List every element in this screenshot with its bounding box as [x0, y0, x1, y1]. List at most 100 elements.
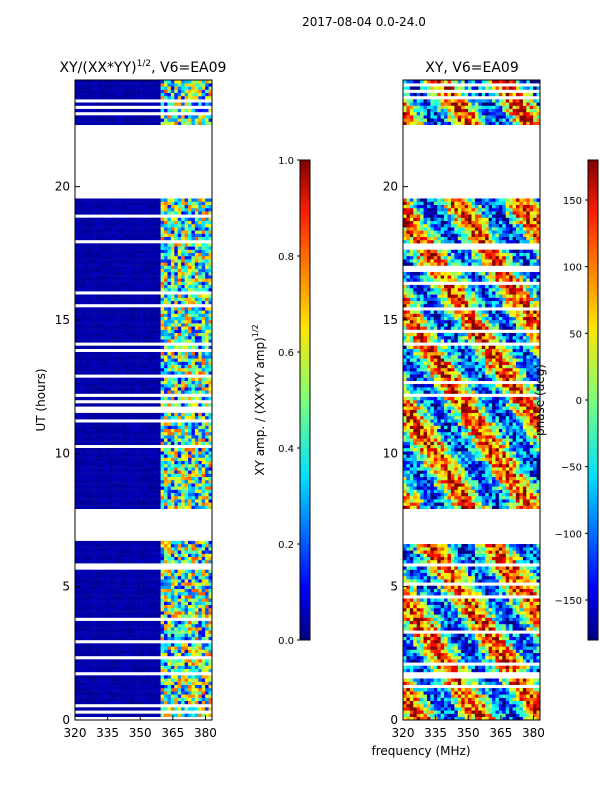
heatmap-cell	[194, 502, 199, 506]
heatmap-cell	[153, 614, 158, 618]
heatmap-cell	[191, 614, 196, 618]
heatmap-cell	[81, 265, 86, 269]
heatmap-row	[75, 252, 213, 257]
heatmap-cell	[85, 582, 89, 586]
heatmap-cell	[116, 486, 120, 490]
heatmap-cell	[191, 396, 196, 401]
heatmap-cell	[122, 428, 127, 433]
heatmap-cell	[81, 636, 86, 641]
heatmap-cell	[164, 643, 168, 647]
heatmap-cell	[133, 323, 137, 327]
heatmap-cell	[194, 467, 199, 471]
heatmap-cell	[140, 275, 144, 279]
heatmap-cell	[157, 489, 161, 493]
heatmap-cell	[184, 441, 189, 445]
heatmap-row	[75, 435, 213, 439]
heatmap-cell	[167, 336, 172, 340]
heatmap-cell	[160, 659, 165, 663]
heatmap-cell	[78, 377, 83, 381]
heatmap-cell	[177, 390, 182, 394]
heatmap-cell	[85, 272, 89, 276]
heatmap-cell	[129, 416, 134, 420]
heatmap-cell	[157, 540, 161, 545]
heatmap-cell	[191, 598, 196, 602]
heatmap-cell	[160, 694, 165, 698]
heatmap-cell	[136, 553, 141, 557]
heatmap-cell	[140, 352, 144, 356]
heatmap-cell	[81, 627, 86, 631]
heatmap-cell	[129, 278, 134, 282]
heatmap-cell	[143, 396, 148, 401]
heatmap-cell	[116, 387, 120, 391]
heatmap-cell	[109, 377, 113, 381]
heatmap-cell	[201, 438, 206, 442]
heatmap-cell	[136, 470, 141, 474]
heatmap-cell	[174, 608, 179, 612]
heatmap-cell	[181, 675, 185, 679]
heatmap-cell	[102, 390, 107, 394]
heatmap-cell	[177, 422, 182, 426]
heatmap-cell	[143, 486, 148, 490]
heatmap-cell	[181, 364, 185, 369]
heatmap-cell	[174, 713, 179, 717]
heatmap-cell	[170, 560, 175, 564]
heatmap-cell	[170, 233, 175, 237]
heatmap-cell	[143, 652, 148, 657]
heatmap-cell	[88, 675, 93, 679]
heatmap-cell	[167, 483, 172, 487]
heatmap-cell	[174, 268, 179, 273]
heatmap-cell	[98, 646, 103, 650]
heatmap-cell	[160, 646, 165, 650]
heatmap-cell	[146, 377, 151, 381]
heatmap-cell	[170, 288, 175, 292]
heatmap-cell	[208, 700, 213, 705]
heatmap-cell	[170, 614, 175, 618]
heatmap-cell	[133, 579, 137, 583]
heatmap-cell	[177, 233, 182, 237]
heatmap-cell	[174, 496, 179, 500]
heatmap-cell	[194, 457, 199, 461]
heatmap-cell	[184, 438, 189, 442]
heatmap-cell	[122, 643, 127, 647]
heatmap-cell	[160, 329, 165, 333]
heatmap-cell	[164, 588, 168, 593]
heatmap-cell	[177, 489, 182, 493]
heatmap-cell	[191, 438, 196, 442]
heatmap-cell	[133, 435, 137, 439]
heatmap-cell	[143, 601, 148, 605]
heatmap-cell	[116, 464, 120, 468]
heatmap-cell	[140, 620, 144, 625]
heatmap-row	[75, 649, 213, 653]
heatmap-cell	[81, 243, 86, 247]
heatmap-cell	[109, 435, 113, 439]
heatmap-cell	[95, 499, 100, 503]
heatmap-cell	[105, 380, 110, 385]
heatmap-cell	[92, 460, 96, 465]
heatmap-cell	[136, 339, 141, 343]
heatmap-cell	[133, 336, 137, 340]
heatmap-cell	[205, 681, 209, 685]
heatmap-cell	[188, 256, 192, 260]
heatmap-cell	[188, 438, 192, 442]
heatmap-cell	[160, 553, 165, 557]
heatmap-cell	[119, 364, 124, 369]
heatmap-cell	[201, 665, 206, 669]
heatmap-cell	[126, 627, 131, 631]
heatmap-cell	[105, 272, 110, 276]
heatmap-cell	[191, 387, 196, 391]
heatmap-cell	[78, 416, 83, 420]
heatmap-cell	[81, 387, 86, 391]
heatmap-cell	[75, 380, 79, 385]
heatmap-cell	[81, 470, 86, 474]
heatmap-cell	[122, 371, 127, 375]
heatmap-cell	[181, 486, 185, 490]
heatmap-cell	[140, 246, 144, 250]
heatmap-cell	[150, 576, 155, 580]
heatmap-row	[75, 691, 213, 695]
heatmap-cell	[167, 576, 172, 580]
heatmap-cell	[150, 316, 155, 321]
heatmap-cell	[112, 572, 117, 577]
heatmap-cell	[208, 595, 213, 599]
heatmap-cell	[184, 467, 189, 471]
heatmap-cell	[129, 310, 134, 314]
